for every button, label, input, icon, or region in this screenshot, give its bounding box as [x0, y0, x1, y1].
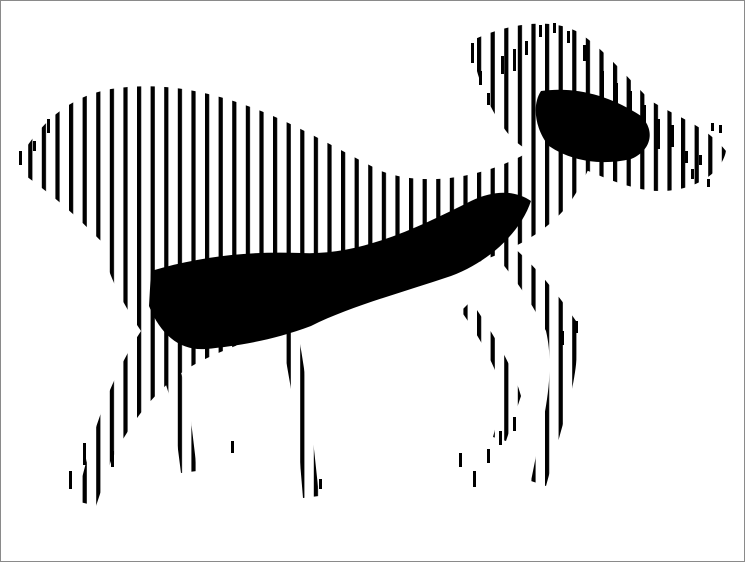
head-texture	[471, 23, 714, 165]
halftone-speckles	[19, 119, 722, 489]
